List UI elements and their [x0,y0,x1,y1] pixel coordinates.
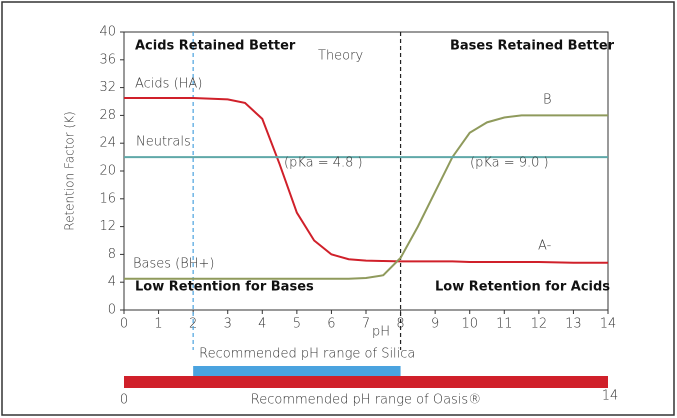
range-start-label: 0 [120,393,128,408]
y-tick-label: 16 [99,191,116,206]
y-axis-label: Retention Factor (K) [63,111,77,230]
annotation: Bases Retained Better [450,39,615,54]
annotation: A- [538,239,552,254]
series-label: Acids (HA) [135,77,202,92]
y-tick-label: 24 [99,136,116,151]
y-tick-label: 28 [99,108,116,123]
y-tick-label: 40 [99,25,116,40]
x-tick-label: 13 [565,317,582,332]
x-tick-label: 6 [327,317,335,332]
x-tick-label: 10 [461,317,478,332]
x-tick-label: 1 [154,317,162,332]
annotation: Low Retention for Acids [435,280,610,295]
range-bar [193,366,401,376]
y-tick-label: 8 [108,247,116,262]
x-tick-label: 0 [120,317,128,332]
annotation: Low Retention for Bases [135,280,314,295]
line [124,114,608,280]
y-tick-label: 4 [108,275,116,290]
x-tick-label: 2 [189,317,197,332]
x-tick-label: 11 [496,317,513,332]
series-label: Neutrals [136,135,191,150]
y-tick-label: 20 [99,164,116,179]
annotation: Theory [318,49,363,64]
y-tick-label: 0 [108,303,116,318]
annotation: (pKa = 9.0 ) [470,156,549,171]
annotation: B [543,93,552,108]
range-label: Recommended pH range of Silica [199,347,415,362]
annotation: (pKa = 4.8 ) [284,156,363,171]
range-bar [124,376,608,388]
x-axis-label: pH [372,325,390,340]
x-tick-label: 3 [224,317,232,332]
series-label: Bases (BH+) [133,257,214,272]
annotation: Acids Retained Better [135,39,296,54]
range-label: Recommended pH range of Oasis® [251,393,481,408]
x-tick-label: 12 [531,317,548,332]
x-tick-label: 5 [293,317,301,332]
line [124,97,608,264]
x-tick-label: 9 [431,317,439,332]
y-tick-label: 36 [99,52,116,67]
x-tick-label: 4 [258,317,266,332]
x-tick-label: 8 [396,317,404,332]
x-tick-label: 7 [362,317,370,332]
y-tick-label: 12 [99,219,116,234]
y-tick-label: 32 [99,80,116,95]
range-end-label: 14 [602,389,619,404]
x-tick-label: 14 [600,317,617,332]
